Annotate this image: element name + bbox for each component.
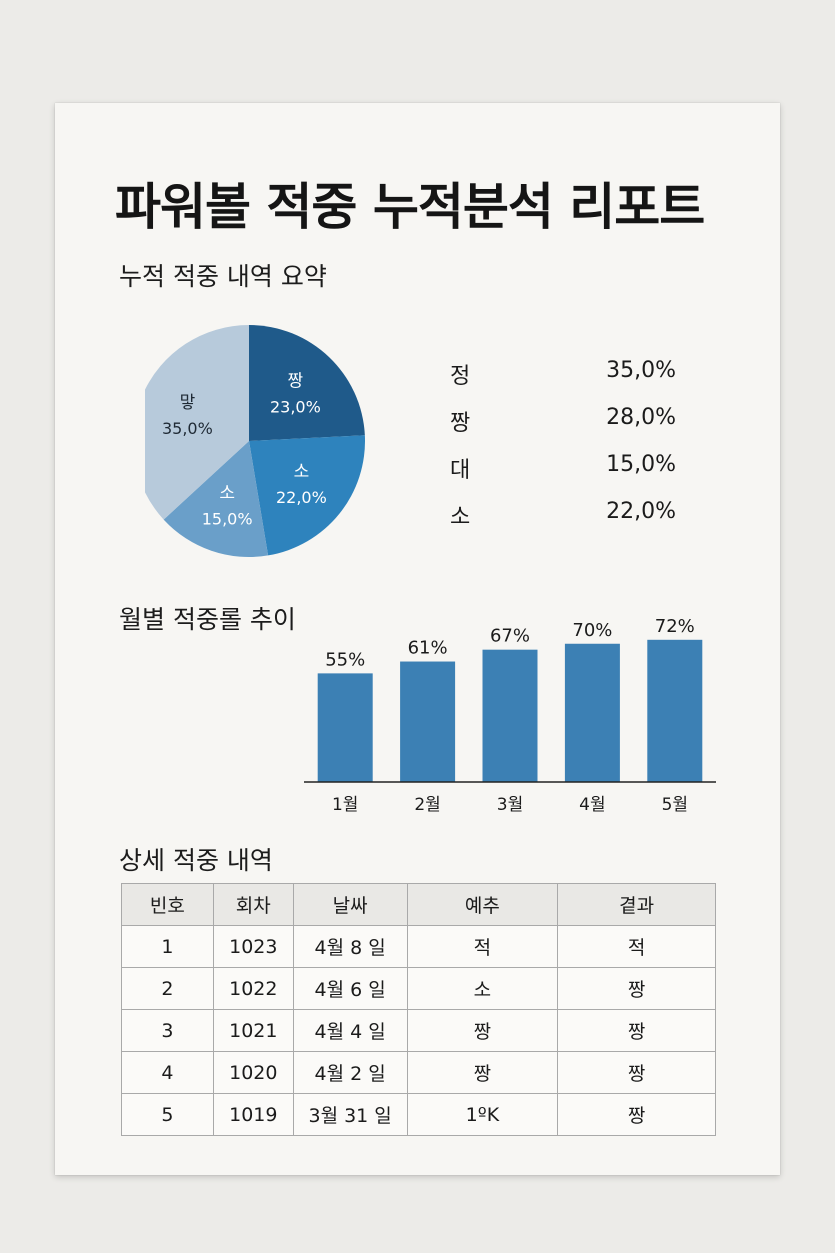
bar-chart-svg: 55% 1월 61% 2월 67% 3월 70% 4월 72% 5월 xyxy=(304,616,716,815)
summary-value: 35,0% xyxy=(606,358,676,383)
detail-table: 빈호 회차 날싸 예추 곁과 1 1023 4월 8 일 적 적 2 1022 … xyxy=(121,883,716,1136)
table-cell: 짱 xyxy=(557,1093,716,1136)
table-cell: 4월 8 일 xyxy=(292,925,408,968)
pie-slice xyxy=(249,325,365,441)
table-row: 5 1019 3월 31 일 1ºK 짱 xyxy=(121,1093,716,1136)
pie-slice-label: 맣 xyxy=(180,393,196,413)
pie-slice-label: 소 xyxy=(219,484,235,504)
pie-slice-label: 짱 xyxy=(288,371,304,391)
report-sheet: 파워볼 적중 누적분석 리포트 누적 적중 내역 요약 짱 23,0% 소 22,0%… xyxy=(55,103,780,1175)
table-cell: 1023 xyxy=(212,925,294,968)
table-cell: 짱 xyxy=(406,1009,559,1052)
bar-value-label: 61% xyxy=(408,638,448,659)
summary-value: 28,0% xyxy=(606,405,676,430)
bar xyxy=(317,673,373,782)
table-header: 예추 xyxy=(406,883,559,926)
table-cell: 1 xyxy=(121,925,214,968)
pie-slice xyxy=(163,441,269,557)
summary-row: 정 35,0% xyxy=(450,358,690,405)
bar-value-label: 72% xyxy=(655,616,695,637)
table-row: 2 1022 4월 6 일 소 짱 xyxy=(121,967,716,1010)
x-tick-label: 2월 xyxy=(414,795,440,815)
table-cell: 짱 xyxy=(557,967,716,1010)
summary-row: 짱 28,0% xyxy=(450,405,690,452)
x-tick-label: 1월 xyxy=(332,795,358,815)
table-cell: 4월 4 일 xyxy=(292,1009,408,1052)
pie-slice-label: 소 xyxy=(294,462,310,482)
pie-slice xyxy=(249,435,365,556)
bar-value-label: 67% xyxy=(490,626,530,647)
summary-row: 소 22,0% xyxy=(450,499,690,546)
table-cell: 짱 xyxy=(557,1009,716,1052)
pie-slice-value: 35,0% xyxy=(162,419,213,438)
table-cell: 1021 xyxy=(212,1009,294,1052)
bar xyxy=(647,639,703,782)
table-cell: 1020 xyxy=(212,1051,294,1094)
table-cell: 1022 xyxy=(212,967,294,1010)
bar xyxy=(400,661,456,782)
table-cell: 짱 xyxy=(406,1051,559,1094)
pie-slice-value: 23,0% xyxy=(270,397,321,416)
bar-value-label: 70% xyxy=(572,620,612,641)
table-cell: 5 xyxy=(121,1093,214,1136)
detail-heading: 상세 적중 내역 xyxy=(119,846,273,875)
summary-row: 대 15,0% xyxy=(450,452,690,499)
x-tick-label: 5월 xyxy=(662,795,688,815)
summary-label: 정 xyxy=(450,364,471,389)
bar-value-label: 55% xyxy=(325,649,365,670)
x-tick-label: 3월 xyxy=(497,795,523,815)
bar-chart: 55% 1월 61% 2월 67% 3월 70% 4월 72% 5월 xyxy=(300,608,720,833)
pie-slice-value: 22,0% xyxy=(276,488,327,507)
table-cell: 적 xyxy=(557,925,716,968)
table-cell: 1ºK xyxy=(406,1093,559,1136)
table-cell: 소 xyxy=(406,967,559,1010)
table-cell: 4 xyxy=(121,1051,214,1094)
summary-label: 대 xyxy=(450,458,471,483)
summary-list: 정 35,0% 짱 28,0% 대 15,0% 소 22,0% xyxy=(450,358,690,546)
pie-slice xyxy=(132,325,249,520)
table-cell: 4월 2 일 xyxy=(292,1051,408,1094)
pie-chart-svg: 짱 23,0% 소 22,0% 소 15,0% 맣 35,0% xyxy=(132,325,365,557)
table-header-row: 빈호 회차 날싸 예추 곁과 xyxy=(121,883,716,926)
table-row: 1 1023 4월 8 일 적 적 xyxy=(121,925,716,968)
table-header: 곁과 xyxy=(557,883,716,926)
x-tick-label: 4월 xyxy=(579,795,605,815)
summary-label: 짱 xyxy=(450,411,471,436)
table-cell: 3 xyxy=(121,1009,214,1052)
table-cell: 1019 xyxy=(212,1093,294,1136)
bar xyxy=(564,643,620,782)
bar xyxy=(482,649,538,782)
table-cell: 짱 xyxy=(557,1051,716,1094)
pie-chart: 짱 23,0% 소 22,0% 소 15,0% 맣 35,0% xyxy=(132,321,365,561)
trend-heading: 월별 적중롤 추이 xyxy=(119,605,296,634)
summary-heading: 누적 적중 내역 요약 xyxy=(119,262,327,291)
table-row: 4 1020 4월 2 일 짱 짱 xyxy=(121,1051,716,1094)
table-row: 3 1021 4월 4 일 짱 짱 xyxy=(121,1009,716,1052)
table-header: 회차 xyxy=(212,883,294,926)
report-title: 파워볼 적중 누적분석 리포트 xyxy=(115,178,705,236)
table-cell: 적 xyxy=(406,925,559,968)
summary-value: 22,0% xyxy=(606,499,676,524)
table-cell: 3월 31 일 xyxy=(292,1093,408,1136)
table-header: 빈호 xyxy=(121,883,214,926)
pie-slice-value: 15,0% xyxy=(202,510,253,529)
table-header: 날싸 xyxy=(292,883,408,926)
summary-value: 15,0% xyxy=(606,452,676,477)
table-cell: 4월 6 일 xyxy=(292,967,408,1010)
table-cell: 2 xyxy=(121,967,214,1010)
summary-label: 소 xyxy=(450,505,471,530)
